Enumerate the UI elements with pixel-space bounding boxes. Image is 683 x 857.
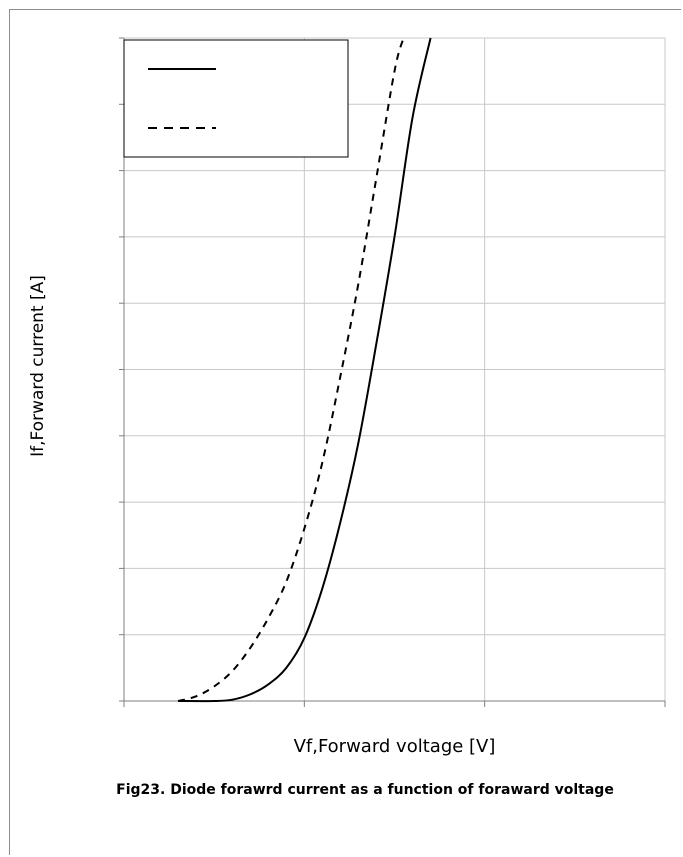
series-line-dashed <box>177 37 405 702</box>
legend-box <box>123 39 349 158</box>
series-line-solid <box>178 37 432 703</box>
y-axis-label-text: If,Forward current [A] <box>28 275 48 457</box>
figure-caption: Fig23. Diode forawrd current as a functi… <box>116 782 614 798</box>
x-axis-label: Vf,Forward voltage [V] <box>293 736 496 757</box>
chart-frame <box>9 9 681 855</box>
